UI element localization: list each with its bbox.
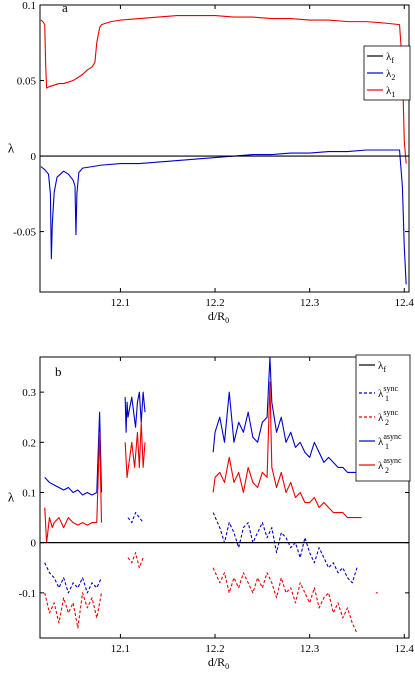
legend-entry: λasync 1	[378, 432, 402, 451]
legend-entry: λ2	[386, 68, 395, 82]
y-tick-label: 0	[31, 538, 37, 550]
legend-entry: λasync 2	[378, 456, 402, 475]
series-line-lambda2	[40, 149, 407, 285]
legend: λf λsync 1 λsync 2 λasync 1 λasync 2	[355, 354, 411, 482]
y-axis-label: λ	[8, 490, 15, 505]
legend-entry: λ1	[386, 85, 395, 99]
x-axis-label: d/R0	[208, 655, 229, 671]
series-group	[40, 357, 409, 634]
legend-entry: λf	[378, 360, 386, 374]
y-tick-label: 0	[31, 151, 37, 163]
plot-frame	[39, 356, 410, 639]
series-line-lambda1_sync-seg1	[127, 511, 144, 524]
panel-a: 12.1 12.2 12.3 12.4-0.0500.050.1d/R0λaλfλ2λ…	[8, 0, 415, 325]
y-tick-label: -0.05	[13, 227, 36, 239]
series-line-lambda2_async-seg2	[212, 381, 362, 519]
x-tick-label: 12.2	[205, 297, 224, 309]
x-tick-label: 12.3	[300, 297, 320, 309]
x-tick-label: 12.3	[300, 643, 320, 655]
x-tick-label: 12.1	[111, 297, 130, 309]
x-tick-label: 12.4	[395, 643, 415, 655]
series-line-lambda2_sync-seg2	[212, 567, 358, 634]
legend-entry: λsync 1	[378, 384, 398, 403]
legend-box	[355, 354, 411, 482]
series-line-lambda1_sync-seg2	[212, 512, 358, 584]
y-tick-label: -0.1	[19, 588, 36, 600]
y-axis-label: λ	[8, 141, 15, 156]
legend-entry: λf	[386, 51, 394, 65]
y-tick-label: 0.3	[22, 387, 36, 399]
series-line-lambda1_sync-seg0	[44, 562, 102, 594]
series-line-lambda2_sync-seg0	[44, 592, 103, 629]
x-axis-label: d/R0	[208, 309, 229, 325]
series-line-lambda1	[40, 15, 407, 164]
series-line-lambda1_async-seg2	[212, 357, 363, 478]
y-tick-label: 0.05	[17, 76, 37, 88]
series-line-lambda1_async-seg1	[124, 391, 146, 433]
panel-label: b	[55, 364, 62, 379]
y-tick-label: 0.1	[22, 487, 36, 499]
legend-entry: λsync 2	[378, 408, 398, 427]
x-tick-label: 12.2	[205, 643, 224, 655]
x-tick-label: 12.4	[395, 297, 415, 309]
series-line-lambda2_sync-seg1	[127, 552, 144, 569]
series-line-lambda1_async-seg0	[44, 411, 103, 496]
x-tick-label: 12.1	[111, 643, 130, 655]
series-line-lambda2_async-seg0	[44, 431, 103, 544]
panel-b: 12.1 12.2 12.3 12.4 -0.1 0 0.1 0.2 0.3 d/R0 λ b λf λs…	[8, 354, 415, 671]
plot-frame	[39, 4, 410, 293]
y-tick-label: 0.1	[22, 0, 36, 12]
panel-label: a	[62, 0, 68, 15]
series-line-lambda2_async-seg1	[124, 421, 146, 478]
series-group	[40, 15, 409, 285]
y-tick-label: 0.2	[22, 437, 36, 449]
legend: λf λ2 λ1	[363, 45, 411, 101]
